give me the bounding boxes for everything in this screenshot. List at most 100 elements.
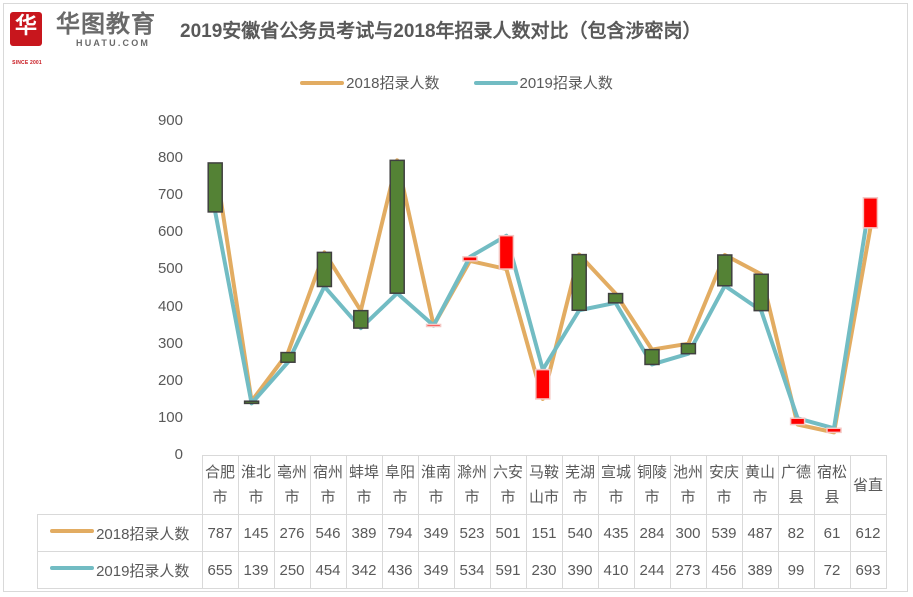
category-label-line: 滁州 <box>456 464 487 481</box>
data-table-value-cell: 612 <box>849 514 887 552</box>
series-name-2019: 2019招录人数 <box>96 562 190 580</box>
data-table-value-cell: 342 <box>345 551 383 589</box>
y-tick-label: 300 <box>157 334 183 352</box>
data-table-value-cell: 389 <box>345 514 383 552</box>
chart-frame <box>3 3 908 592</box>
category-label-line: 黄山 <box>744 464 775 481</box>
down-bar[interactable] <box>207 162 223 213</box>
data-table-value-cell: 61 <box>813 514 851 552</box>
up-bar[interactable] <box>826 427 842 434</box>
data-table-value-cell: 794 <box>381 514 419 552</box>
category-label-line: 宣城 <box>600 464 631 481</box>
up-bar[interactable] <box>862 197 879 229</box>
series-swatch-2019-icon <box>50 565 95 570</box>
y-tick-label: 0 <box>174 446 183 463</box>
category-label-line: 合肥 <box>204 464 235 481</box>
data-table-row-2019: 2019招录人数 655 139 250 454 342 436 349 534 591 230 3… <box>37 551 887 589</box>
down-bar[interactable] <box>571 253 587 312</box>
category-label-line: 宿松 <box>816 464 847 481</box>
data-table: 合肥市淮北市亳州市宿州市蚌埠市阜阳市淮南市滁州市六安市马鞍 山市 芜湖市宣城市铜陵市… <box>37 455 887 589</box>
category-label-line: 市 <box>464 489 480 506</box>
data-table-value-cell: 276 <box>273 514 311 552</box>
data-table-series-label-2019: 2019招录人数 <box>37 551 203 589</box>
data-table-row-2018: 2018招录人数 787 145 276 546 389 794 349 523 501 151 5… <box>37 514 887 552</box>
legend-label-2019: 2019招录人数 <box>519 75 613 92</box>
up-bar[interactable] <box>498 234 515 270</box>
data-table-value-cell: 300 <box>669 514 707 552</box>
category-label-line: 县 <box>824 489 840 506</box>
category-header-cell: 广德县 <box>777 455 815 515</box>
data-table-value-cell: 250 <box>273 551 311 589</box>
data-table-value-cell: 389 <box>741 551 779 589</box>
data-table-value-cell: 456 <box>705 551 743 589</box>
category-label-line: 广德 <box>780 464 811 481</box>
y-tick-label: 500 <box>157 260 183 278</box>
data-table-value-cell: 436 <box>381 551 419 589</box>
category-header-cell: 滁州市 <box>453 455 491 515</box>
data-table-value-cell: 534 <box>453 551 491 589</box>
down-bar[interactable] <box>280 351 296 363</box>
down-bar[interactable] <box>243 400 260 405</box>
down-bar[interactable] <box>316 251 333 288</box>
down-bar[interactable] <box>680 342 697 355</box>
category-header-cell: 宿州市 <box>309 455 347 515</box>
down-bar[interactable] <box>353 309 369 329</box>
up-bar[interactable] <box>535 368 551 400</box>
up-bar[interactable] <box>425 323 442 328</box>
category-label-line: 马鞍 <box>528 464 559 481</box>
category-label-line: 安庆 <box>708 464 739 481</box>
category-header-cell: 芜湖市 <box>561 455 599 515</box>
category-header-cell: 马鞍 山市 <box>525 455 563 515</box>
data-table-value-cell: 546 <box>309 514 347 552</box>
category-header-cell: 池州市 <box>669 455 707 515</box>
category-label-line: 市 <box>500 489 516 506</box>
category-label-line: 市 <box>428 489 444 506</box>
legend-item-2019[interactable]: 2019招录人数 <box>473 72 613 93</box>
down-bar[interactable] <box>717 254 733 287</box>
data-table-value-cell: 410 <box>597 551 635 589</box>
legend-item-2018[interactable]: 2018招录人数 <box>300 72 440 93</box>
chart-legend: 2018招录人数 2019招录人数 <box>0 72 913 93</box>
category-header-cell: 蚌埠市 <box>345 455 383 515</box>
category-label-line: 市 <box>320 489 336 506</box>
data-table-value-cell: 244 <box>633 551 671 589</box>
data-table-value-cell: 591 <box>489 551 527 589</box>
up-bar[interactable] <box>462 256 478 262</box>
down-bar[interactable] <box>607 292 624 304</box>
category-header-cell: 黄山市 <box>741 455 779 515</box>
category-label-line: 市 <box>212 489 228 506</box>
category-header-cell: 铜陵市 <box>633 455 671 515</box>
data-table-value-cell: 693 <box>849 551 887 589</box>
data-table-corner <box>38 456 203 515</box>
y-tick-label: 200 <box>157 371 183 389</box>
data-table-value-cell: 390 <box>561 551 599 589</box>
category-label-line: 市 <box>356 489 372 506</box>
category-header-cell: 淮北市 <box>237 455 275 515</box>
down-bar[interactable] <box>389 159 405 294</box>
y-tick-label: 700 <box>157 186 183 204</box>
legend-label-2018: 2018招录人数 <box>346 75 440 92</box>
data-table-value-cell: 145 <box>237 514 275 552</box>
category-label-line: 亳州 <box>276 464 307 481</box>
category-header-cell: 安庆市 <box>705 455 743 515</box>
category-label-line: 宿州 <box>312 464 343 481</box>
category-label-line: 山市 <box>528 489 559 506</box>
category-label-line: 市 <box>644 489 660 506</box>
category-label-line: 市 <box>284 489 300 506</box>
legend-swatch-2018-icon <box>300 80 345 85</box>
data-table-value-cell: 655 <box>201 551 239 589</box>
down-bar[interactable] <box>753 273 769 312</box>
category-label-line: 蚌埠 <box>348 464 379 481</box>
data-table-value-cell: 539 <box>705 514 743 552</box>
up-bar[interactable] <box>789 417 806 426</box>
category-label-line: 淮南 <box>420 464 451 481</box>
category-label-line: 阜阳 <box>384 464 415 481</box>
logo-badge-glyph: 华 <box>14 13 37 38</box>
category-label-line: 县 <box>788 489 804 506</box>
data-table-value-cell: 139 <box>237 551 275 589</box>
down-bar[interactable] <box>644 348 660 366</box>
category-header-cell: 六安市 <box>489 455 527 515</box>
category-label-line: 芜湖 <box>564 464 595 481</box>
legend-swatch-2019-icon <box>473 80 518 85</box>
data-table-value-cell: 349 <box>417 514 455 552</box>
